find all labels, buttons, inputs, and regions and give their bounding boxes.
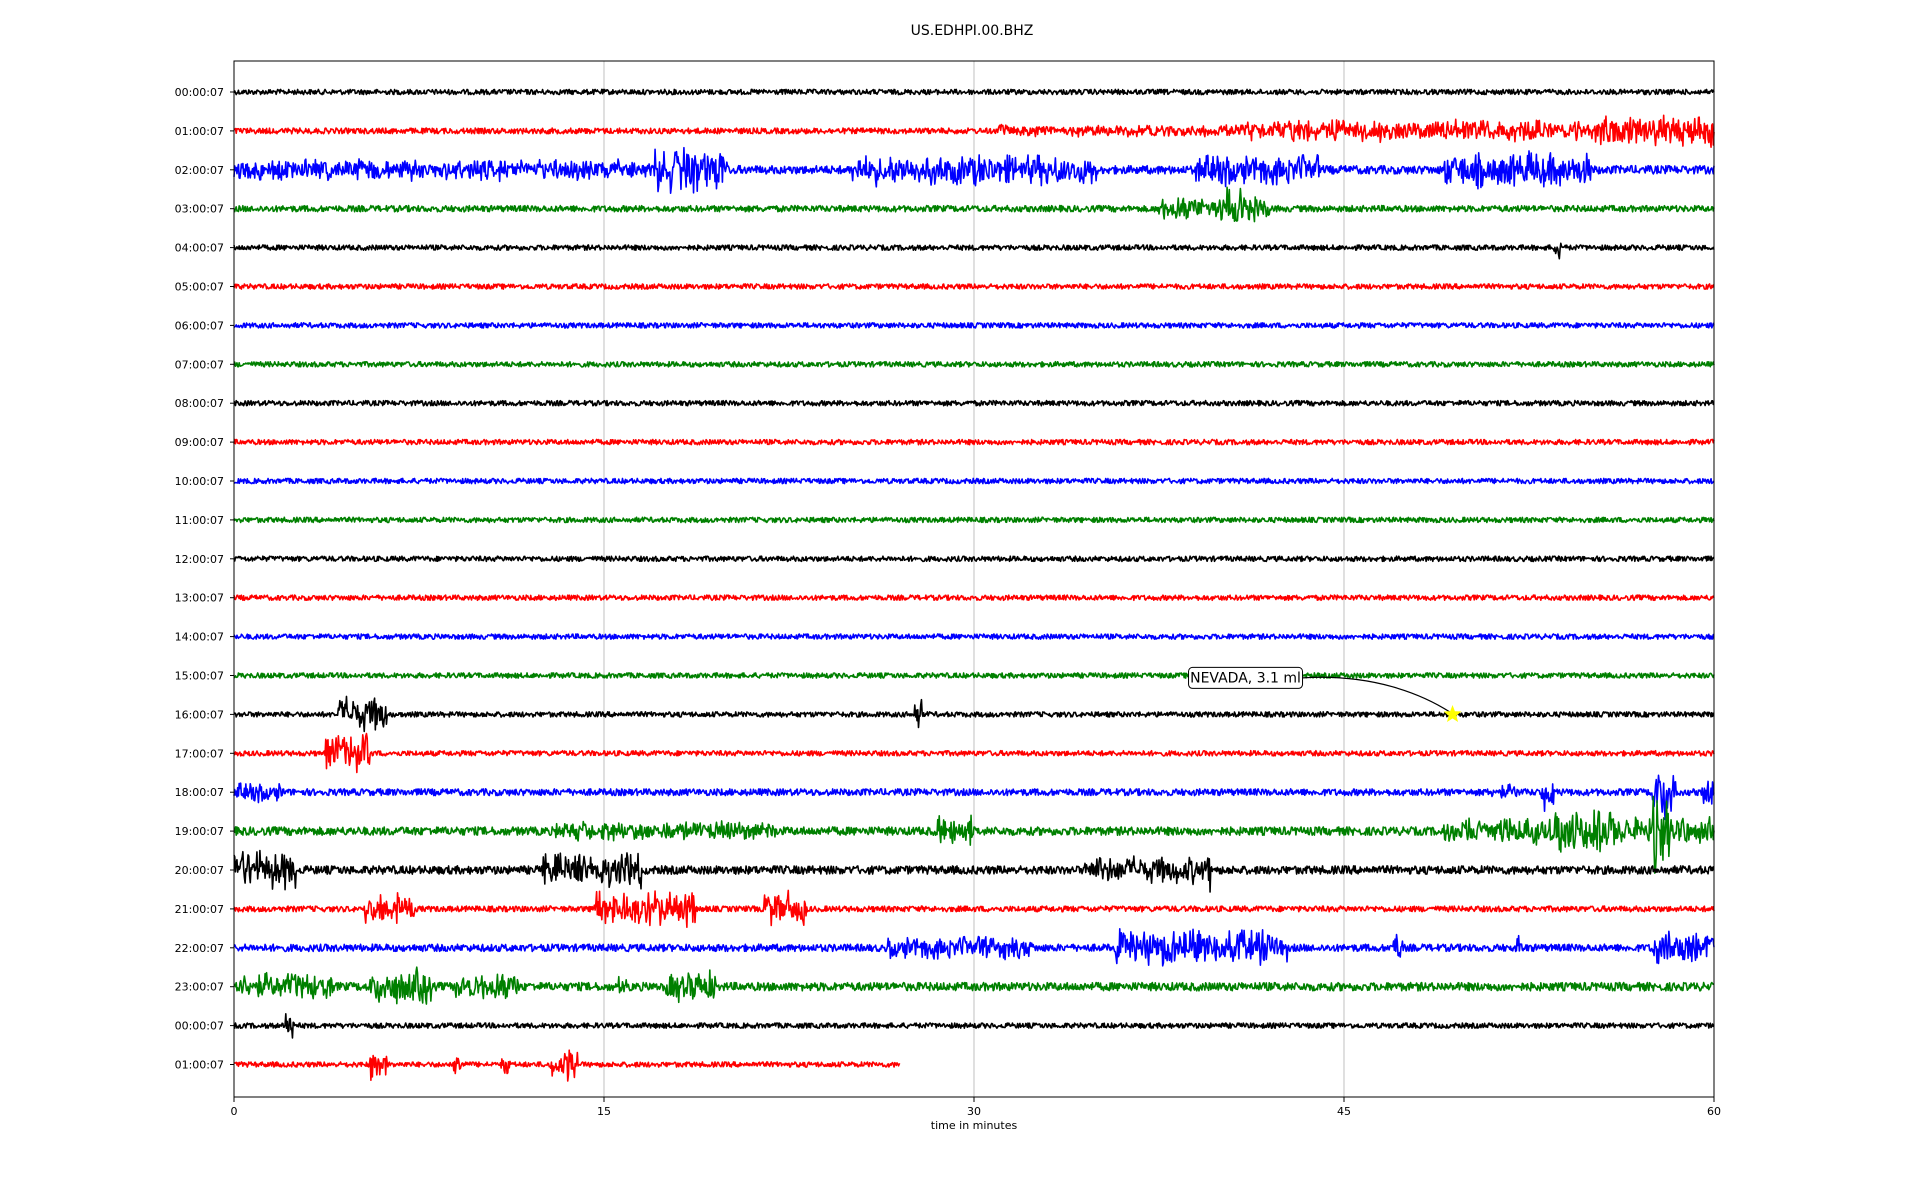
trace-row-22 bbox=[233, 927, 1715, 967]
y-tick-label-3: 03:00:07 bbox=[175, 203, 224, 216]
y-tick-label-22: 22:00:07 bbox=[175, 942, 224, 955]
event-annotation-arrow bbox=[1302, 676, 1451, 713]
x-ticks: 0 15 30 45 60 bbox=[231, 1097, 1721, 1118]
trace-row-3 bbox=[233, 186, 1715, 223]
trace-row-8 bbox=[233, 399, 1715, 407]
y-tick-label-15: 15:00:07 bbox=[175, 670, 224, 683]
y-tick-label-10: 10:00:07 bbox=[175, 475, 224, 488]
trace-row-2 bbox=[233, 146, 1715, 194]
y-tick-labels: 00:00:07 01:00:07 02:00:07 03:00:07 04:00:07… bbox=[175, 86, 234, 1072]
trace-row-18 bbox=[233, 774, 1715, 821]
y-tick-label-21: 21:00:07 bbox=[175, 903, 224, 916]
y-tick-label-6: 06:00:07 bbox=[175, 319, 224, 332]
y-tick-label-20: 20:00:07 bbox=[175, 864, 224, 877]
trace-row-16 bbox=[233, 695, 1715, 733]
y-tick-label-5: 05:00:07 bbox=[175, 281, 224, 294]
x-tick-label-60: 60 bbox=[1707, 1105, 1721, 1118]
trace-row-5 bbox=[233, 283, 1715, 290]
trace-row-7 bbox=[233, 360, 1715, 368]
trace-row-20 bbox=[233, 849, 1715, 893]
trace-row-13 bbox=[233, 594, 1715, 602]
y-tick-label-1: 01:00:07 bbox=[175, 125, 224, 138]
y-tick-label-24: 00:00:07 bbox=[175, 1020, 224, 1033]
y-tick-label-19: 19:00:07 bbox=[175, 825, 224, 838]
trace-row-9 bbox=[233, 438, 1715, 446]
y-tick-label-13: 13:00:07 bbox=[175, 592, 224, 605]
trace-group bbox=[233, 88, 1715, 1082]
y-tick-label-12: 12:00:07 bbox=[175, 553, 224, 566]
event-star-marker bbox=[1443, 704, 1462, 723]
trace-row-25 bbox=[233, 1049, 901, 1082]
trace-row-12 bbox=[233, 555, 1715, 563]
trace-row-17 bbox=[233, 732, 1715, 774]
trace-row-24 bbox=[233, 1013, 1715, 1039]
y-tick-label-0: 00:00:07 bbox=[175, 86, 224, 99]
trace-row-0 bbox=[233, 88, 1715, 96]
grid-lines bbox=[603, 61, 1345, 1097]
y-tick-label-4: 04:00:07 bbox=[175, 242, 224, 255]
y-tick-label-25: 01:00:07 bbox=[175, 1059, 224, 1072]
y-tick-label-17: 17:00:07 bbox=[175, 747, 224, 760]
x-axis-label: time in minutes bbox=[931, 1119, 1018, 1132]
x-tick-label-15: 15 bbox=[597, 1105, 611, 1118]
y-tick-label-9: 09:00:07 bbox=[175, 436, 224, 449]
x-tick-label-30: 30 bbox=[967, 1105, 981, 1118]
event-annotation-label: NEVADA, 3.1 ml bbox=[1190, 670, 1301, 686]
trace-row-1 bbox=[233, 114, 1715, 148]
trace-row-21 bbox=[233, 889, 1715, 929]
y-tick-label-14: 14:00:07 bbox=[175, 631, 224, 644]
y-tick-label-7: 07:00:07 bbox=[175, 358, 224, 371]
trace-row-10 bbox=[233, 477, 1715, 485]
trace-row-15 bbox=[233, 672, 1715, 679]
y-tick-label-8: 08:00:07 bbox=[175, 397, 224, 410]
y-tick-label-23: 23:00:07 bbox=[175, 981, 224, 994]
y-tick-label-2: 02:00:07 bbox=[175, 164, 224, 177]
chart-title: US.EDHPI.00.BHZ bbox=[911, 23, 1034, 39]
annotations: NEVADA, 3.1 ml bbox=[1188, 666, 1462, 723]
trace-row-19 bbox=[233, 795, 1715, 874]
trace-row-23 bbox=[233, 966, 1715, 1005]
x-tick-label-0: 0 bbox=[231, 1105, 238, 1118]
trace-row-4 bbox=[233, 242, 1715, 260]
y-tick-label-18: 18:00:07 bbox=[175, 786, 224, 799]
trace-row-6 bbox=[233, 321, 1715, 329]
y-tick-label-16: 16:00:07 bbox=[175, 708, 224, 721]
y-tick-label-11: 11:00:07 bbox=[175, 514, 224, 527]
trace-row-11 bbox=[233, 516, 1715, 524]
x-tick-label-45: 45 bbox=[1337, 1105, 1351, 1118]
trace-row-14 bbox=[233, 633, 1715, 640]
